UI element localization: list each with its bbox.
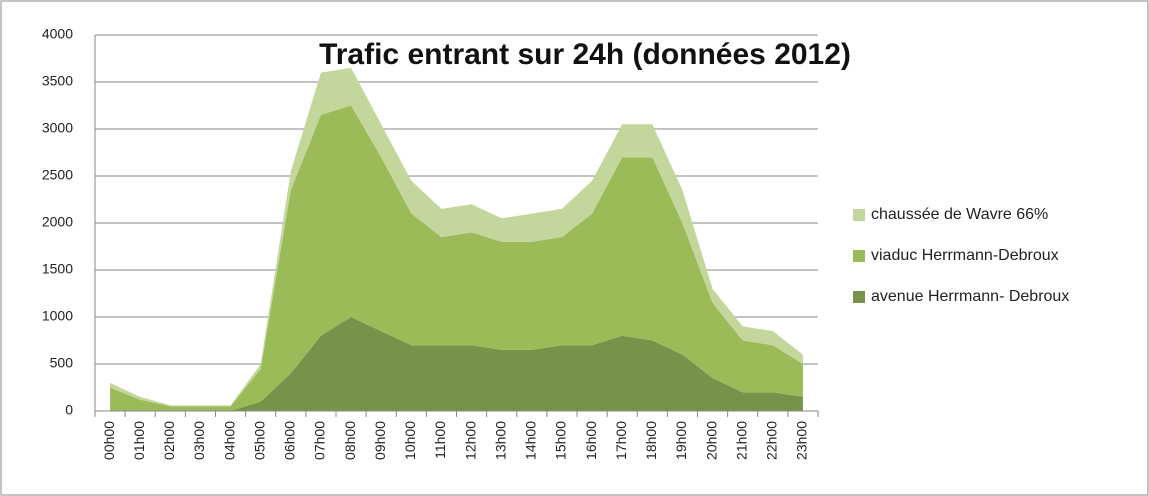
legend-swatch <box>853 291 865 303</box>
x-tick-label: 15h00 <box>553 421 569 460</box>
x-tick-label: 14h00 <box>523 421 539 460</box>
area <box>110 67 803 407</box>
legend-label: viaduc Herrmann-Debroux <box>871 247 1059 264</box>
y-tick-label: 2000 <box>42 214 73 230</box>
y-tick-label: 1000 <box>42 308 73 324</box>
x-tick-label: 02h00 <box>161 421 177 460</box>
x-tick-label: 19h00 <box>673 421 689 460</box>
y-tick-label: 1500 <box>42 261 73 277</box>
x-tick-label: 08h00 <box>342 421 358 460</box>
x-tick-label: 22h00 <box>764 421 780 460</box>
x-tick-label: 03h00 <box>191 421 207 460</box>
x-tick-label: 20h00 <box>703 421 719 460</box>
x-tick-label: 16h00 <box>583 421 599 460</box>
x-tick-label: 13h00 <box>492 421 508 460</box>
chart-title: Trafic entrant sur 24h (données 2012) <box>319 38 851 71</box>
x-tick-label: 06h00 <box>282 421 298 460</box>
x-tick-label: 21h00 <box>733 421 749 460</box>
x-tick-label: 07h00 <box>312 421 328 460</box>
x-tick-label: 11h00 <box>432 421 448 459</box>
legend-swatch <box>853 250 865 262</box>
y-tick-label: 4000 <box>42 26 73 42</box>
x-tick-label: 09h00 <box>372 421 388 460</box>
legend-swatch <box>853 209 865 221</box>
y-tick-label: 2500 <box>42 167 73 183</box>
x-tick-label: 12h00 <box>462 421 478 460</box>
y-tick-label: 3500 <box>42 73 73 89</box>
x-tick-label: 01h00 <box>131 421 147 460</box>
x-tick-label: 17h00 <box>613 421 629 460</box>
x-tick-label: 00h00 <box>101 421 117 460</box>
x-tick-label: 10h00 <box>402 421 418 460</box>
x-tick-label: 18h00 <box>643 421 659 460</box>
legend-label: chaussée de Wavre 66% <box>871 206 1048 223</box>
x-tick-label: 23h00 <box>794 421 810 460</box>
area <box>110 105 803 411</box>
area <box>110 317 803 411</box>
x-tick-label: 04h00 <box>221 421 237 460</box>
x-tick-label: 05h00 <box>251 421 267 460</box>
y-tick-label: 500 <box>50 355 74 371</box>
y-tick-label: 3000 <box>42 120 73 136</box>
y-tick-label: 0 <box>65 402 73 418</box>
legend-label: avenue Herrmann- Debroux <box>871 288 1069 305</box>
